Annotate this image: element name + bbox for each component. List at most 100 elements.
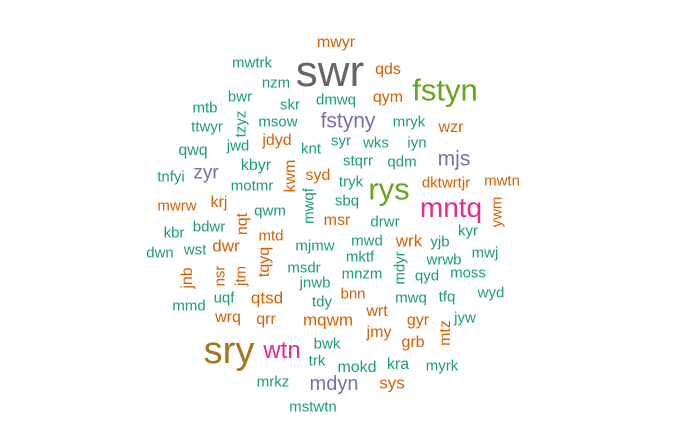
word: mryk	[392, 113, 426, 131]
word: nsr	[211, 265, 229, 287]
word: mjs	[437, 147, 471, 171]
word: tqyq	[256, 246, 273, 278]
word: iyn	[407, 134, 427, 152]
word: jwd	[226, 137, 250, 155]
word: wst	[183, 241, 207, 259]
word: kbr	[163, 224, 185, 242]
word: kbyr	[240, 157, 272, 174]
word: gyr	[406, 312, 430, 329]
word: mwqf	[300, 188, 318, 224]
word: qdm	[387, 153, 417, 171]
word: nqt	[234, 212, 251, 236]
word: syd	[305, 167, 331, 184]
word: motmr	[230, 177, 274, 195]
word: mtb	[192, 99, 218, 117]
word: ywm	[488, 196, 506, 228]
word: mwd	[351, 232, 383, 250]
word: uqf	[213, 289, 235, 307]
word: mtd	[258, 227, 284, 245]
word: moss	[450, 264, 486, 282]
word: zyr	[193, 162, 219, 184]
word: mnzm	[341, 265, 383, 283]
word: msow	[258, 113, 298, 131]
word: ttwyr	[191, 118, 223, 136]
word: mwj	[471, 244, 499, 262]
word: knt	[300, 140, 322, 158]
word: trk	[308, 352, 326, 370]
word: jnwb	[299, 274, 331, 292]
word: wrwb	[426, 251, 462, 269]
word: jnb	[179, 267, 196, 289]
word: dwr	[212, 236, 240, 256]
word: drwr	[370, 213, 400, 231]
word: jyw	[454, 309, 476, 327]
word: mwtn	[484, 172, 520, 190]
word: msdr	[287, 259, 321, 277]
word: mdyr	[391, 251, 409, 285]
word: qym	[372, 89, 404, 106]
word: wzr	[438, 119, 464, 136]
word: sys	[379, 373, 405, 393]
word: dwn	[146, 244, 174, 262]
word: bwr	[227, 88, 253, 106]
word: kra	[386, 356, 410, 373]
word: dktwrtjr	[421, 174, 471, 192]
word: wtn	[263, 337, 301, 364]
word: grb	[401, 334, 425, 351]
word: rys	[368, 171, 410, 207]
word: bnn	[340, 285, 366, 303]
word: wrq	[215, 309, 241, 326]
word: jmy	[366, 324, 392, 341]
word: tryk	[338, 173, 364, 191]
word: mokd	[337, 359, 377, 376]
word: myrk	[425, 357, 459, 375]
word: mktf	[345, 248, 375, 266]
word: mdyn	[309, 373, 359, 395]
word: tzyz	[232, 110, 250, 138]
word: mwrw	[157, 197, 197, 215]
word: qwm	[254, 202, 286, 220]
word: dmwq	[315, 91, 357, 109]
word: nzm	[261, 74, 291, 92]
word: qrr	[256, 311, 276, 328]
word: yjb	[430, 233, 450, 251]
word: mwq	[395, 289, 427, 307]
word: qwq	[178, 142, 208, 159]
word: jtm	[232, 266, 250, 286]
word: sbq	[334, 192, 360, 210]
word: mstwtn	[289, 398, 337, 416]
word: krj	[210, 194, 228, 211]
word: mntq	[419, 192, 483, 223]
word: kwm	[282, 159, 299, 193]
word: syr	[331, 132, 351, 150]
word: stqrr	[343, 152, 373, 170]
word: bdwr	[192, 218, 226, 236]
word: mtz	[437, 320, 454, 346]
word: fstyn	[412, 72, 478, 108]
word: qtsd	[250, 288, 284, 308]
word: qds	[375, 61, 401, 78]
word: kyr	[458, 222, 478, 240]
word: fstyny	[320, 109, 376, 133]
word: wks	[363, 134, 389, 152]
word: qyd	[414, 267, 440, 285]
word: sry	[203, 330, 255, 372]
word: mqwm	[302, 310, 354, 330]
word: wrt	[366, 303, 388, 320]
word: swr	[295, 47, 365, 96]
word: mjmw	[295, 237, 335, 255]
word: msr	[323, 212, 351, 229]
word: tfq	[438, 288, 456, 306]
word: tdy	[311, 293, 333, 311]
word: tnfyi	[157, 168, 185, 186]
word: jdyd	[262, 132, 292, 149]
word: mrkz	[256, 373, 290, 391]
word: wyd	[477, 284, 505, 302]
word: bwk	[313, 335, 341, 353]
word: mwtrk	[232, 54, 272, 72]
word: wrk	[395, 231, 423, 251]
word: skr	[280, 96, 300, 114]
word: mmd	[172, 297, 206, 315]
word: mwyr	[316, 34, 356, 51]
